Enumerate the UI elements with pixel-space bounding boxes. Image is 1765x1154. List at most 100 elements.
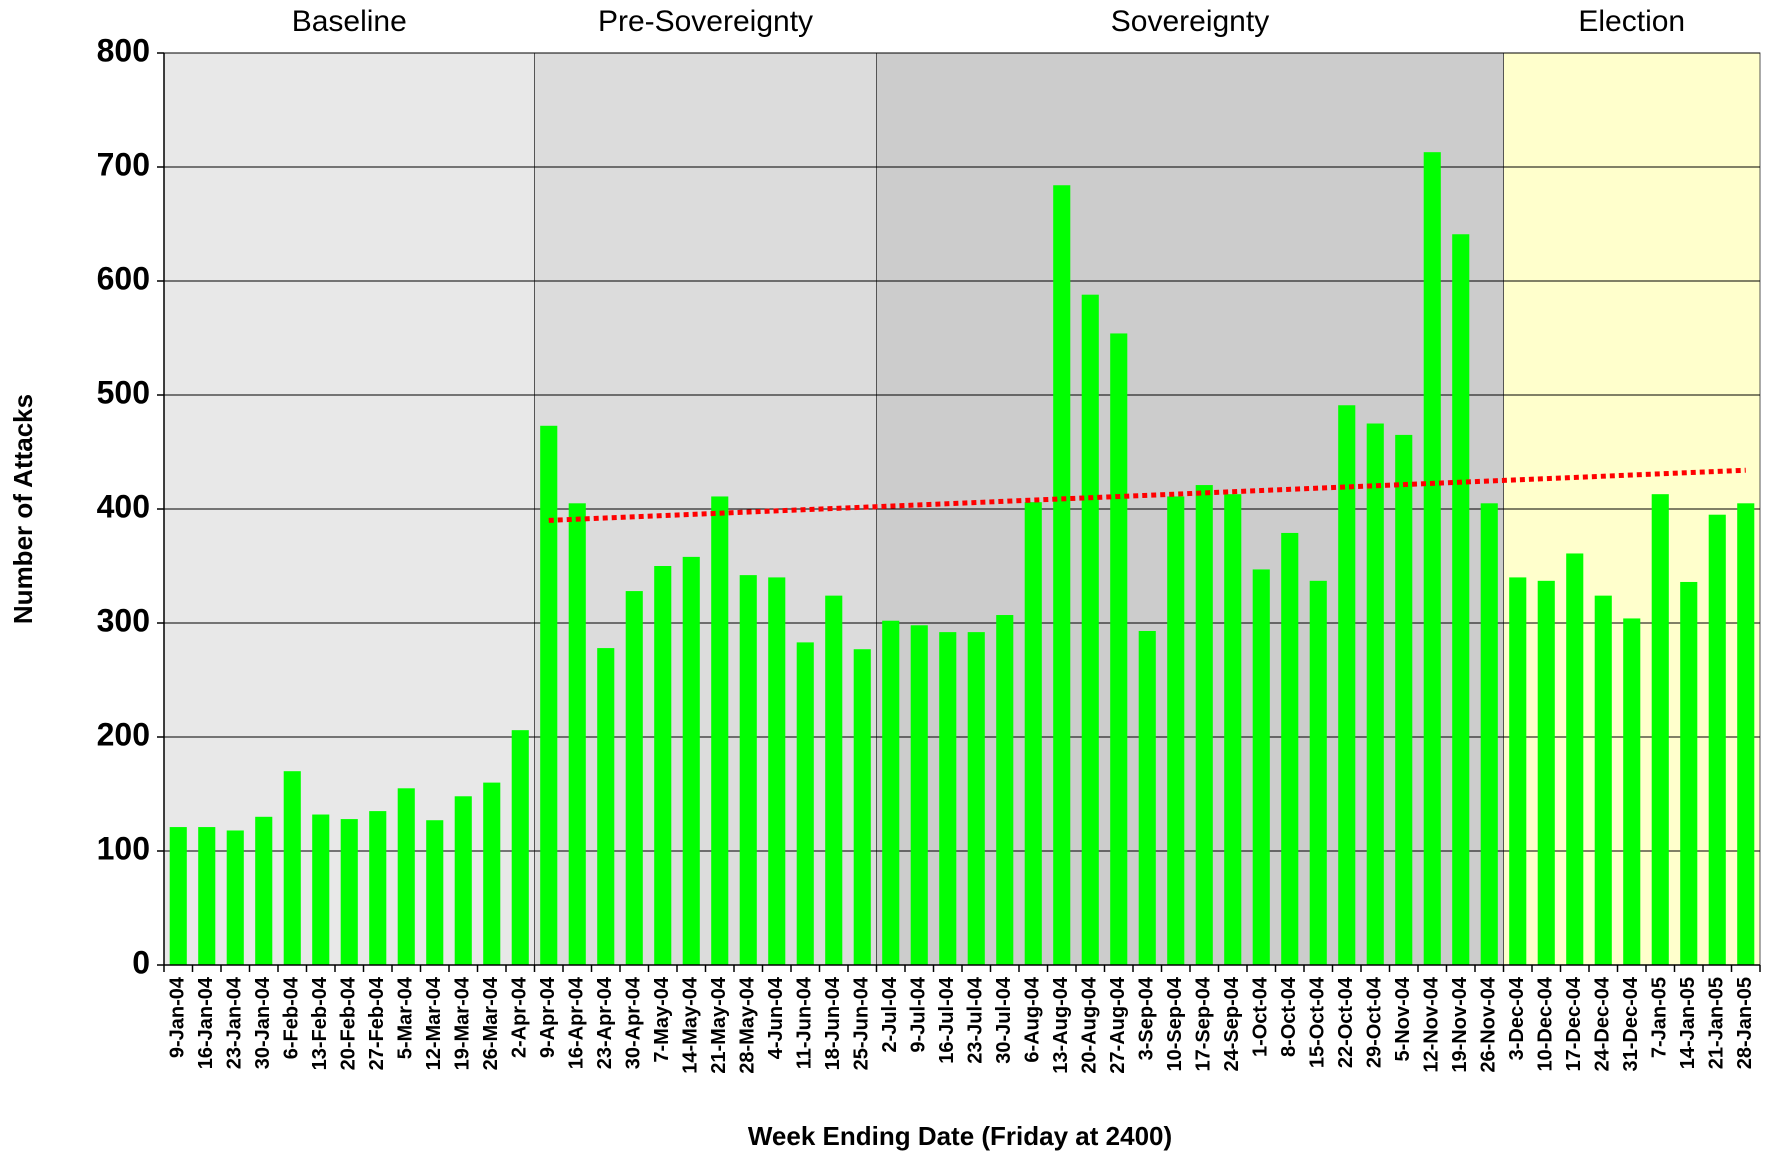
x-tick-label: 2-Apr-04 <box>509 976 531 1058</box>
bar <box>340 819 358 965</box>
bar <box>369 811 387 965</box>
bar <box>711 496 729 965</box>
y-tick-label: 300 <box>97 602 150 638</box>
trend-line <box>548 467 1746 523</box>
bar <box>1594 595 1612 965</box>
bar <box>1309 580 1327 965</box>
x-tick-label: 9-Jan-04 <box>167 976 189 1058</box>
x-tick-label: 28-May-04 <box>737 976 759 1074</box>
y-tick-label: 600 <box>97 260 150 296</box>
bar <box>198 827 216 965</box>
bar <box>882 620 900 965</box>
x-tick-label: 30-Apr-04 <box>623 976 645 1069</box>
bar <box>1252 569 1270 965</box>
bar <box>768 577 786 965</box>
bar <box>1366 423 1384 965</box>
y-axis-title: Number of Attacks <box>8 394 38 624</box>
x-tick-label: 23-Apr-04 <box>594 976 616 1069</box>
bar <box>597 648 615 965</box>
x-tick-label: 18-Jun-04 <box>822 976 844 1070</box>
y-tick-label: 700 <box>97 146 150 182</box>
x-tick-label: 28-Jan-05 <box>1734 977 1756 1069</box>
x-tick-label: 5-Mar-04 <box>395 976 417 1059</box>
bar <box>796 642 814 965</box>
x-tick-label: 30-Jan-04 <box>252 976 274 1069</box>
bar <box>739 575 757 965</box>
bar <box>1623 618 1641 965</box>
x-tick-label: 17-Sep-04 <box>1193 976 1215 1071</box>
x-tick-label: 17-Dec-04 <box>1563 976 1585 1071</box>
x-tick-label: 22-Oct-04 <box>1335 976 1357 1068</box>
bar <box>1138 630 1156 965</box>
bar <box>1452 234 1470 965</box>
bar <box>1680 581 1698 965</box>
x-tick-label: 16-Jul-04 <box>936 976 958 1064</box>
x-tick-label: 12-Nov-04 <box>1421 976 1443 1072</box>
bar <box>1566 553 1584 965</box>
x-tick-label: 14-Jan-05 <box>1677 977 1699 1069</box>
x-tick-label: 23-Jan-04 <box>224 976 246 1069</box>
x-tick-label: 29-Oct-04 <box>1364 976 1386 1068</box>
x-tick-label: 21-Jan-05 <box>1706 977 1728 1069</box>
x-tick-label: 21-May-04 <box>708 976 730 1074</box>
bar <box>910 625 928 965</box>
bar <box>1224 494 1242 965</box>
bar <box>1651 494 1669 965</box>
bar <box>1081 294 1099 965</box>
x-tick-label: 23-Jul-04 <box>965 976 987 1064</box>
bar <box>853 649 871 965</box>
x-tick-label: 24-Dec-04 <box>1592 976 1614 1071</box>
x-tick-label: 6-Feb-04 <box>281 976 303 1059</box>
x-tick-label: 27-Feb-04 <box>366 976 388 1070</box>
x-tick-label: 12-Mar-04 <box>423 976 445 1070</box>
bar <box>1509 577 1527 965</box>
bar <box>625 591 643 965</box>
bar <box>1024 502 1042 965</box>
x-tick-label: 16-Apr-04 <box>566 976 588 1069</box>
x-tick-label: 26-Nov-04 <box>1478 976 1500 1072</box>
x-tick-label: 9-Jul-04 <box>908 976 930 1052</box>
bar <box>483 782 501 965</box>
x-tick-label: 26-Mar-04 <box>480 976 502 1070</box>
bar <box>1423 152 1441 965</box>
x-tick-label: 3-Sep-04 <box>1136 976 1158 1060</box>
x-tick-label: 16-Jan-04 <box>195 976 217 1069</box>
x-tick-label: 15-Oct-04 <box>1307 976 1329 1068</box>
x-tick-label: 13-Feb-04 <box>309 976 331 1070</box>
x-tick-label: 20-Aug-04 <box>1079 976 1101 1074</box>
bar <box>1053 185 1071 966</box>
bar <box>1395 434 1413 965</box>
y-tick-label: 100 <box>97 830 150 866</box>
bar <box>682 556 700 965</box>
bar <box>426 820 444 965</box>
period-label: Sovereignty <box>1111 5 1269 38</box>
bar <box>654 566 672 965</box>
bar <box>1737 503 1755 965</box>
x-tick-label: 25-Jun-04 <box>851 976 873 1070</box>
x-tick-label: 7-May-04 <box>651 976 673 1062</box>
y-tick-label: 0 <box>132 944 150 980</box>
x-tick-label: 1-Oct-04 <box>1250 976 1272 1057</box>
x-axis-title: Week Ending Date (Friday at 2400) <box>748 1121 1172 1151</box>
bar <box>825 595 843 965</box>
x-tick-label: 19-Nov-04 <box>1449 976 1471 1072</box>
bar <box>255 816 273 965</box>
x-tick-label: 20-Feb-04 <box>338 976 360 1070</box>
bar <box>511 730 529 965</box>
bar <box>169 827 187 965</box>
bar <box>967 632 985 965</box>
x-tick-label: 11-Jun-04 <box>794 976 816 1069</box>
x-tick-label: 27-Aug-04 <box>1107 976 1129 1074</box>
bar <box>454 796 472 965</box>
x-tick-label: 8-Oct-04 <box>1278 976 1300 1057</box>
x-tick-label: 14-May-04 <box>680 976 702 1074</box>
bar <box>1195 485 1213 965</box>
bar <box>939 632 957 965</box>
y-tick-label: 500 <box>97 374 150 410</box>
x-tick-label: 31-Dec-04 <box>1620 976 1642 1071</box>
bar <box>568 503 586 965</box>
bar <box>283 771 301 965</box>
x-tick-label: 24-Sep-04 <box>1221 976 1243 1071</box>
bar <box>397 788 415 965</box>
